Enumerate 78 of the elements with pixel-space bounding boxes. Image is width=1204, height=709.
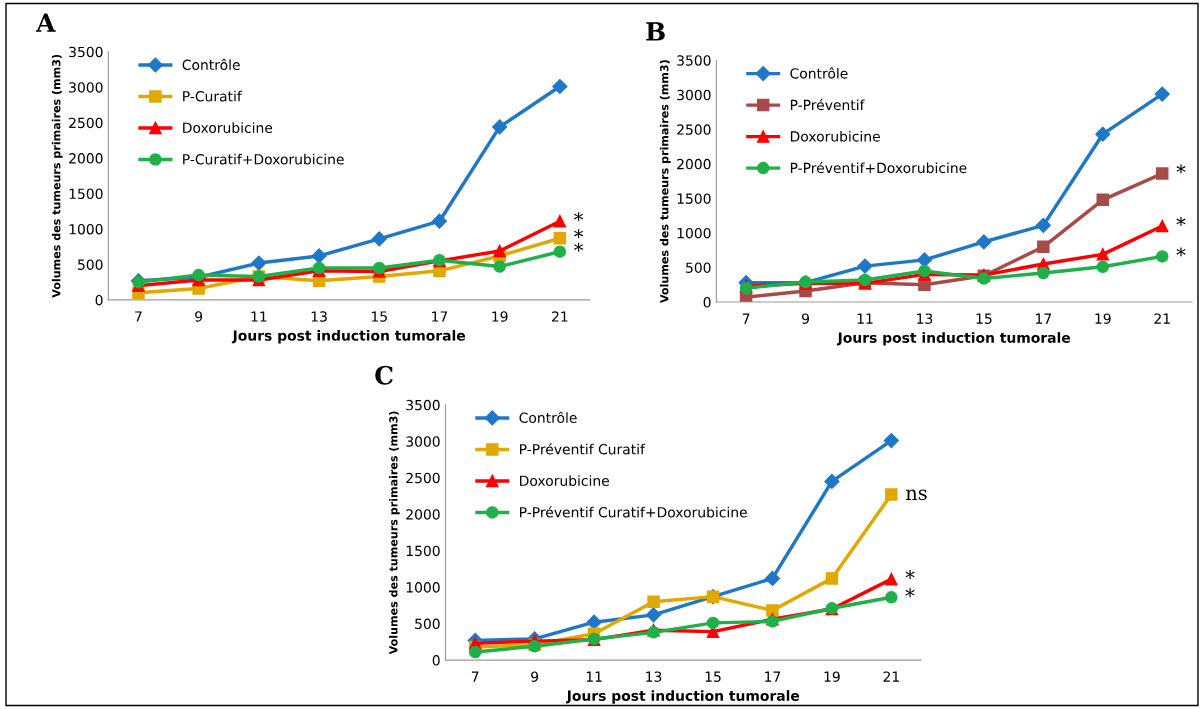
annotation: * <box>1176 216 1186 226</box>
y-tick-label: 2000 <box>69 153 103 164</box>
legend-label: Contrôle <box>182 58 240 71</box>
y-tick-label: 2000 <box>406 509 440 520</box>
x-tick-label: 17 <box>765 671 781 682</box>
x-tick-label: 21 <box>1154 313 1170 324</box>
x-tick-label: 19 <box>492 311 508 322</box>
chart-title: B <box>646 22 665 41</box>
x-tick-label: 17 <box>1036 313 1051 324</box>
x-tick-label: 9 <box>531 671 539 682</box>
x-axis-title: Jours post induction tumorale <box>565 690 800 704</box>
legend-label: P-Préventif <box>790 98 865 111</box>
annotation: * <box>1176 247 1186 257</box>
y-tick-label: 500 <box>686 262 711 273</box>
legend-label: Contrôle <box>519 411 577 423</box>
legend-label: Contrôle <box>790 67 848 79</box>
x-tick-label: 13 <box>311 311 327 322</box>
legend-label: P-Préventif Curatif <box>520 443 646 455</box>
y-tick-label: 0 <box>703 297 711 308</box>
annotation: * <box>574 212 584 221</box>
y-axis-title: Volumes des tumeurs primaires (mm3) <box>388 411 400 655</box>
y-tick-label: 1500 <box>677 193 711 204</box>
y-axis-title: Volumes des tumeurs primaires (mm3) <box>659 60 671 303</box>
annotation: * <box>574 229 584 239</box>
x-tick-label: 7 <box>135 311 142 322</box>
x-tick-label: 7 <box>471 671 479 682</box>
annotation: ns <box>905 489 927 501</box>
y-axis-title: Volumes des tumeurs primaires (mm3) <box>51 54 63 298</box>
y-tick-label: 2500 <box>406 472 440 484</box>
x-tick-label: 11 <box>586 671 602 682</box>
legend-label: Doxorubicine <box>183 122 273 134</box>
x-tick-label: 15 <box>705 671 721 682</box>
x-tick-label: 17 <box>432 311 448 322</box>
legend-label: Doxorubicine <box>520 475 609 486</box>
y-tick-label: 0 <box>432 655 440 666</box>
x-tick-label: 19 <box>824 671 840 682</box>
y-tick-label: 1500 <box>69 188 103 200</box>
x-tick-label: 15 <box>976 313 992 324</box>
chart-title: A <box>35 13 56 32</box>
x-tick-label: 13 <box>646 671 662 682</box>
annotation: * <box>574 242 584 252</box>
y-tick-label: 1000 <box>406 582 440 593</box>
x-tick-label: 9 <box>195 311 203 322</box>
y-tick-label: 0 <box>95 294 103 306</box>
y-tick-label: 3500 <box>677 55 711 66</box>
y-tick-label: 1000 <box>69 223 103 235</box>
x-tick-label: 21 <box>552 311 568 322</box>
y-tick-label: 3000 <box>406 436 440 447</box>
x-tick-label: 7 <box>742 313 750 324</box>
x-tick-label: 11 <box>251 311 267 322</box>
x-axis-title: Jours post induction tumorale <box>231 330 466 344</box>
y-tick-label: 2000 <box>677 158 711 170</box>
legend-label: Doxorubicine <box>790 130 880 142</box>
annotation: * <box>1176 164 1186 174</box>
y-tick-label: 500 <box>415 618 440 630</box>
x-tick-label: 9 <box>802 313 809 324</box>
chart-title: C <box>375 365 393 385</box>
x-tick-label: 13 <box>917 313 933 324</box>
x-tick-label: 21 <box>883 671 899 682</box>
y-tick-label: 2500 <box>677 124 711 135</box>
x-tick-label: 11 <box>857 313 873 324</box>
legend-label: P-Préventif Curatif+Doxorubicine <box>520 506 747 518</box>
x-tick-label: 19 <box>1095 313 1111 324</box>
y-tick-label: 1500 <box>406 545 440 557</box>
annotation: * <box>905 588 915 598</box>
legend-label: P-Curatif+Doxorubicine <box>183 153 344 165</box>
y-tick-label: 2500 <box>69 117 103 129</box>
y-tick-label: 3500 <box>406 399 440 411</box>
x-axis-title: Jours post induction tumorale <box>836 332 1071 346</box>
x-tick-label: 15 <box>371 311 387 322</box>
y-tick-label: 1000 <box>677 227 711 239</box>
y-tick-label: 3500 <box>69 46 103 58</box>
legend-label: P-Préventif+Doxorubicine <box>790 161 967 174</box>
annotation: * <box>905 570 915 579</box>
y-tick-label: 3000 <box>69 82 103 93</box>
legend-label: P-Curatif <box>183 90 243 102</box>
y-tick-label: 500 <box>78 259 103 270</box>
y-tick-label: 3000 <box>677 89 711 101</box>
